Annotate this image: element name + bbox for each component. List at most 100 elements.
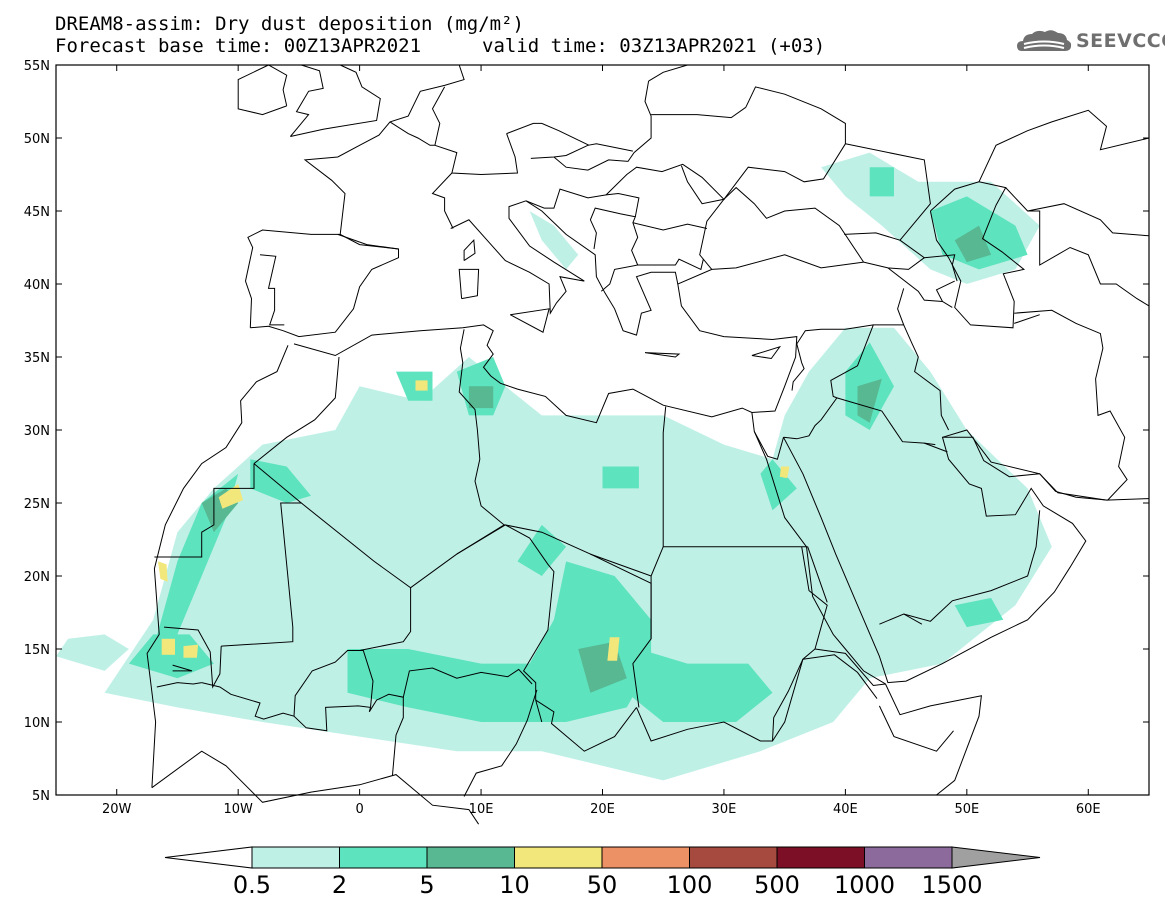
dust-region-29 [779,466,790,479]
geo-line-57 [844,143,931,241]
geo-line-13 [509,308,550,333]
dust-region-24 [415,380,428,391]
geo-line-9 [290,64,381,137]
geo-line-27 [504,524,652,708]
dust-region-2 [56,634,129,671]
colorbar-label: 0.5 [233,871,271,899]
geo-line-45 [553,81,652,171]
lon-tick-label: 20E [590,802,615,817]
lat-tick-label: 10N [24,716,50,731]
colorbar-label: 5 [419,871,434,899]
colorbar-swatch-6 [776,846,865,869]
dust-region-7 [396,371,433,401]
geo-line-46 [530,143,633,159]
dust-region-21 [857,378,882,423]
geo-line-64 [1014,309,1128,501]
colorbar-swatch-2 [426,846,515,869]
coastlines-and-borders [146,64,1150,825]
geo-line-68 [402,667,533,698]
geo-line-15 [463,239,476,262]
geo-line-39 [879,613,923,625]
geo-line-42 [632,222,708,231]
colorbar-label: 2 [332,871,347,899]
lon-tick-label: 30E [712,802,737,817]
dust-region-27 [183,644,199,658]
geo-line-23 [253,356,340,464]
geo-line-22 [221,463,303,647]
geo-line-48 [431,86,446,146]
geo-line-14 [458,268,480,300]
geo-line-31 [636,546,828,742]
dust-region-9 [347,561,652,722]
geo-line-72 [172,664,193,672]
geo-line-3 [751,412,982,796]
colorbar-swatch-1 [339,846,428,869]
geo-line-33 [836,397,936,446]
geo-line-43 [525,188,640,217]
dust-region-10 [626,649,773,722]
geo-line-75 [772,658,804,742]
geo-line-74 [535,699,637,752]
geo-line-18 [751,345,782,360]
axis-ticks: 20W 10W 0 10E 20E 30E 40E 50E 60E 5N 10N 15N 20N 25N 3… [24,59,1149,817]
dust-region-16 [954,597,1004,628]
lon-tick-label: 0 [355,802,363,817]
geo-line-41 [589,207,639,266]
time-info: Forecast base time: 00Z13APR2021 valid t… [0,36,1165,96]
dust-region-19 [468,386,494,409]
geo-line-52 [337,233,399,250]
geo-line-17 [644,352,681,358]
geo-line-49 [434,133,519,176]
dust-region-6 [250,459,311,503]
dust-region-3 [529,211,579,270]
colorbar-label: 50 [587,871,618,899]
lat-tick-label: 35N [24,351,50,366]
geo-line-51 [389,121,435,146]
lat-tick-label: 25N [24,497,50,512]
geo-line-11 [237,64,288,116]
cloud-icon [1017,30,1072,51]
colorbar-label: 1000 [834,871,895,899]
map-title: DREAM8-assim: Dry dust deposition (mg/m²… [55,13,524,35]
geo-line-71 [156,682,202,688]
geo-line-47 [506,122,590,146]
geo-line-16 [525,200,679,336]
geo-line-59 [924,254,958,282]
lon-tick-label: 20W [102,802,132,817]
colorbar-swatch-4 [601,846,690,869]
colorbar-label: 100 [667,871,713,899]
lat-tick-label: 20N [24,570,50,585]
dust-region-13 [760,459,797,511]
geo-line-62 [1005,187,1150,307]
geo-line-66 [978,109,1150,183]
geo-line-8 [303,64,465,235]
colorbar-low-triangle [164,846,253,869]
dust-region-28 [607,637,620,661]
dust-region-14 [869,167,894,197]
geo-line-73 [463,689,538,797]
colorbar-high-triangle [951,846,1041,869]
geo-line-55 [648,64,688,82]
geo-line-1 [293,254,864,424]
geo-line-61 [935,280,955,302]
lat-tick-label: 30N [24,424,50,439]
lon-tick-label: 40E [833,802,858,817]
geo-line-21 [154,463,255,558]
forecast-base-time: Forecast base time: 00Z13APR2021 [55,35,422,57]
dust-region-1 [821,152,1040,284]
geo-line-6 [151,750,480,825]
colorbar-swatch-3 [514,846,603,869]
geo-line-40 [600,258,704,292]
colorbar-label: 500 [754,871,800,899]
lat-tick-label: 45N [24,205,50,220]
geo-line-76 [814,648,886,687]
lat-tick-label: 40N [24,278,50,293]
lon-tick-label: 10E [469,802,494,817]
dust-region-25 [158,561,168,582]
lat-tick-label: 15N [24,643,50,658]
geo-line-38 [903,510,1041,622]
colorbar-swatch-7 [864,846,953,869]
geo-line-53 [259,254,285,326]
geo-line-19 [929,181,1026,329]
geo-line-24 [300,502,412,651]
